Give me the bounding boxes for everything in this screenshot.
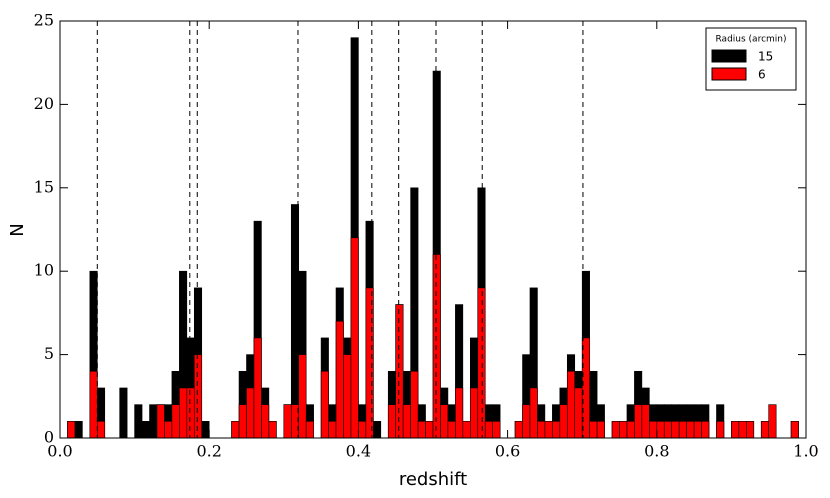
bar: [253, 337, 262, 439]
x-tick-label: 0.0: [47, 442, 72, 461]
bar: [358, 421, 367, 439]
bar: [641, 404, 650, 439]
legend-title: Radius (arcmin): [716, 35, 787, 45]
x-tick-label: 0.6: [495, 442, 520, 461]
x-tick-label: 0.8: [644, 442, 669, 461]
bar: [343, 354, 352, 439]
bar: [67, 421, 76, 439]
bar: [171, 404, 180, 439]
bar: [141, 421, 150, 439]
bar: [574, 387, 583, 439]
bar: [156, 404, 165, 439]
bar: [298, 354, 307, 439]
bar: [566, 370, 576, 439]
bar: [164, 421, 173, 439]
bar: [261, 404, 270, 439]
bar: [671, 421, 680, 439]
bar: [238, 404, 247, 439]
bar: [760, 421, 769, 439]
bar: [283, 404, 292, 439]
bar: [402, 404, 411, 439]
legend-swatch: [711, 67, 747, 81]
bar: [149, 404, 158, 439]
bar: [455, 387, 464, 439]
legend-label: 6: [758, 68, 766, 82]
bar: [768, 404, 777, 439]
bar: [529, 387, 538, 439]
bar: [193, 354, 203, 439]
bar: [716, 421, 725, 439]
bar: [186, 387, 195, 439]
bar: [469, 387, 479, 439]
bar: [738, 421, 747, 439]
bar: [581, 337, 590, 439]
bar: [589, 421, 598, 439]
x-tick-label: 0.4: [346, 442, 371, 461]
bar: [320, 370, 329, 439]
y-tick-label: 15: [34, 177, 54, 196]
y-tick-label: 0: [44, 428, 54, 447]
x-axis-label: redshift: [399, 469, 467, 490]
bar: [693, 421, 702, 439]
bar: [387, 404, 396, 439]
bar: [432, 254, 441, 439]
legend-swatch: [711, 49, 747, 63]
bar: [477, 287, 486, 439]
bar: [522, 404, 531, 439]
bar: [746, 421, 755, 439]
bar: [246, 387, 255, 439]
bar: [373, 421, 382, 439]
x-tick-label: 0.2: [196, 442, 221, 461]
bar: [552, 421, 561, 439]
bar: [417, 421, 426, 439]
bar: [731, 421, 740, 439]
bar: [656, 421, 665, 439]
bar: [626, 421, 635, 439]
bar: [686, 421, 695, 439]
bar: [634, 404, 643, 439]
bar: [559, 404, 568, 439]
bar: [335, 320, 344, 439]
bar: [462, 421, 471, 439]
bar: [305, 421, 314, 439]
bar: [134, 404, 143, 439]
bar: [537, 421, 546, 439]
bar: [425, 421, 434, 439]
legend-label: 15: [758, 50, 773, 64]
bar: [484, 421, 493, 439]
bar: [790, 421, 799, 439]
bar: [663, 421, 673, 439]
bar: [74, 421, 83, 439]
bar: [201, 421, 210, 439]
y-axis-label: N: [7, 223, 28, 236]
bar: [231, 421, 240, 439]
y-tick-label: 10: [34, 261, 54, 280]
y-tick-label: 25: [34, 11, 54, 30]
bar: [701, 421, 710, 439]
bar: [97, 421, 106, 439]
bar: [678, 421, 687, 439]
bar: [119, 387, 128, 439]
y-tick-label: 5: [44, 344, 54, 363]
bar: [328, 421, 337, 439]
bar: [619, 421, 628, 439]
bar: [514, 421, 523, 439]
bar: [440, 404, 449, 439]
bar: [611, 421, 620, 439]
x-tick-label: 1.0: [793, 442, 818, 461]
y-tick-label: 20: [34, 94, 54, 113]
plot-frame: [59, 20, 807, 439]
bar: [544, 421, 553, 439]
bar: [350, 237, 359, 439]
bar: [89, 370, 98, 439]
bar: [492, 421, 501, 439]
bar: [596, 421, 605, 439]
bar: [395, 304, 404, 439]
bar: [268, 421, 277, 439]
bar: [447, 421, 456, 439]
bar: [410, 370, 419, 439]
bar: [649, 421, 658, 439]
bar: [179, 387, 188, 439]
